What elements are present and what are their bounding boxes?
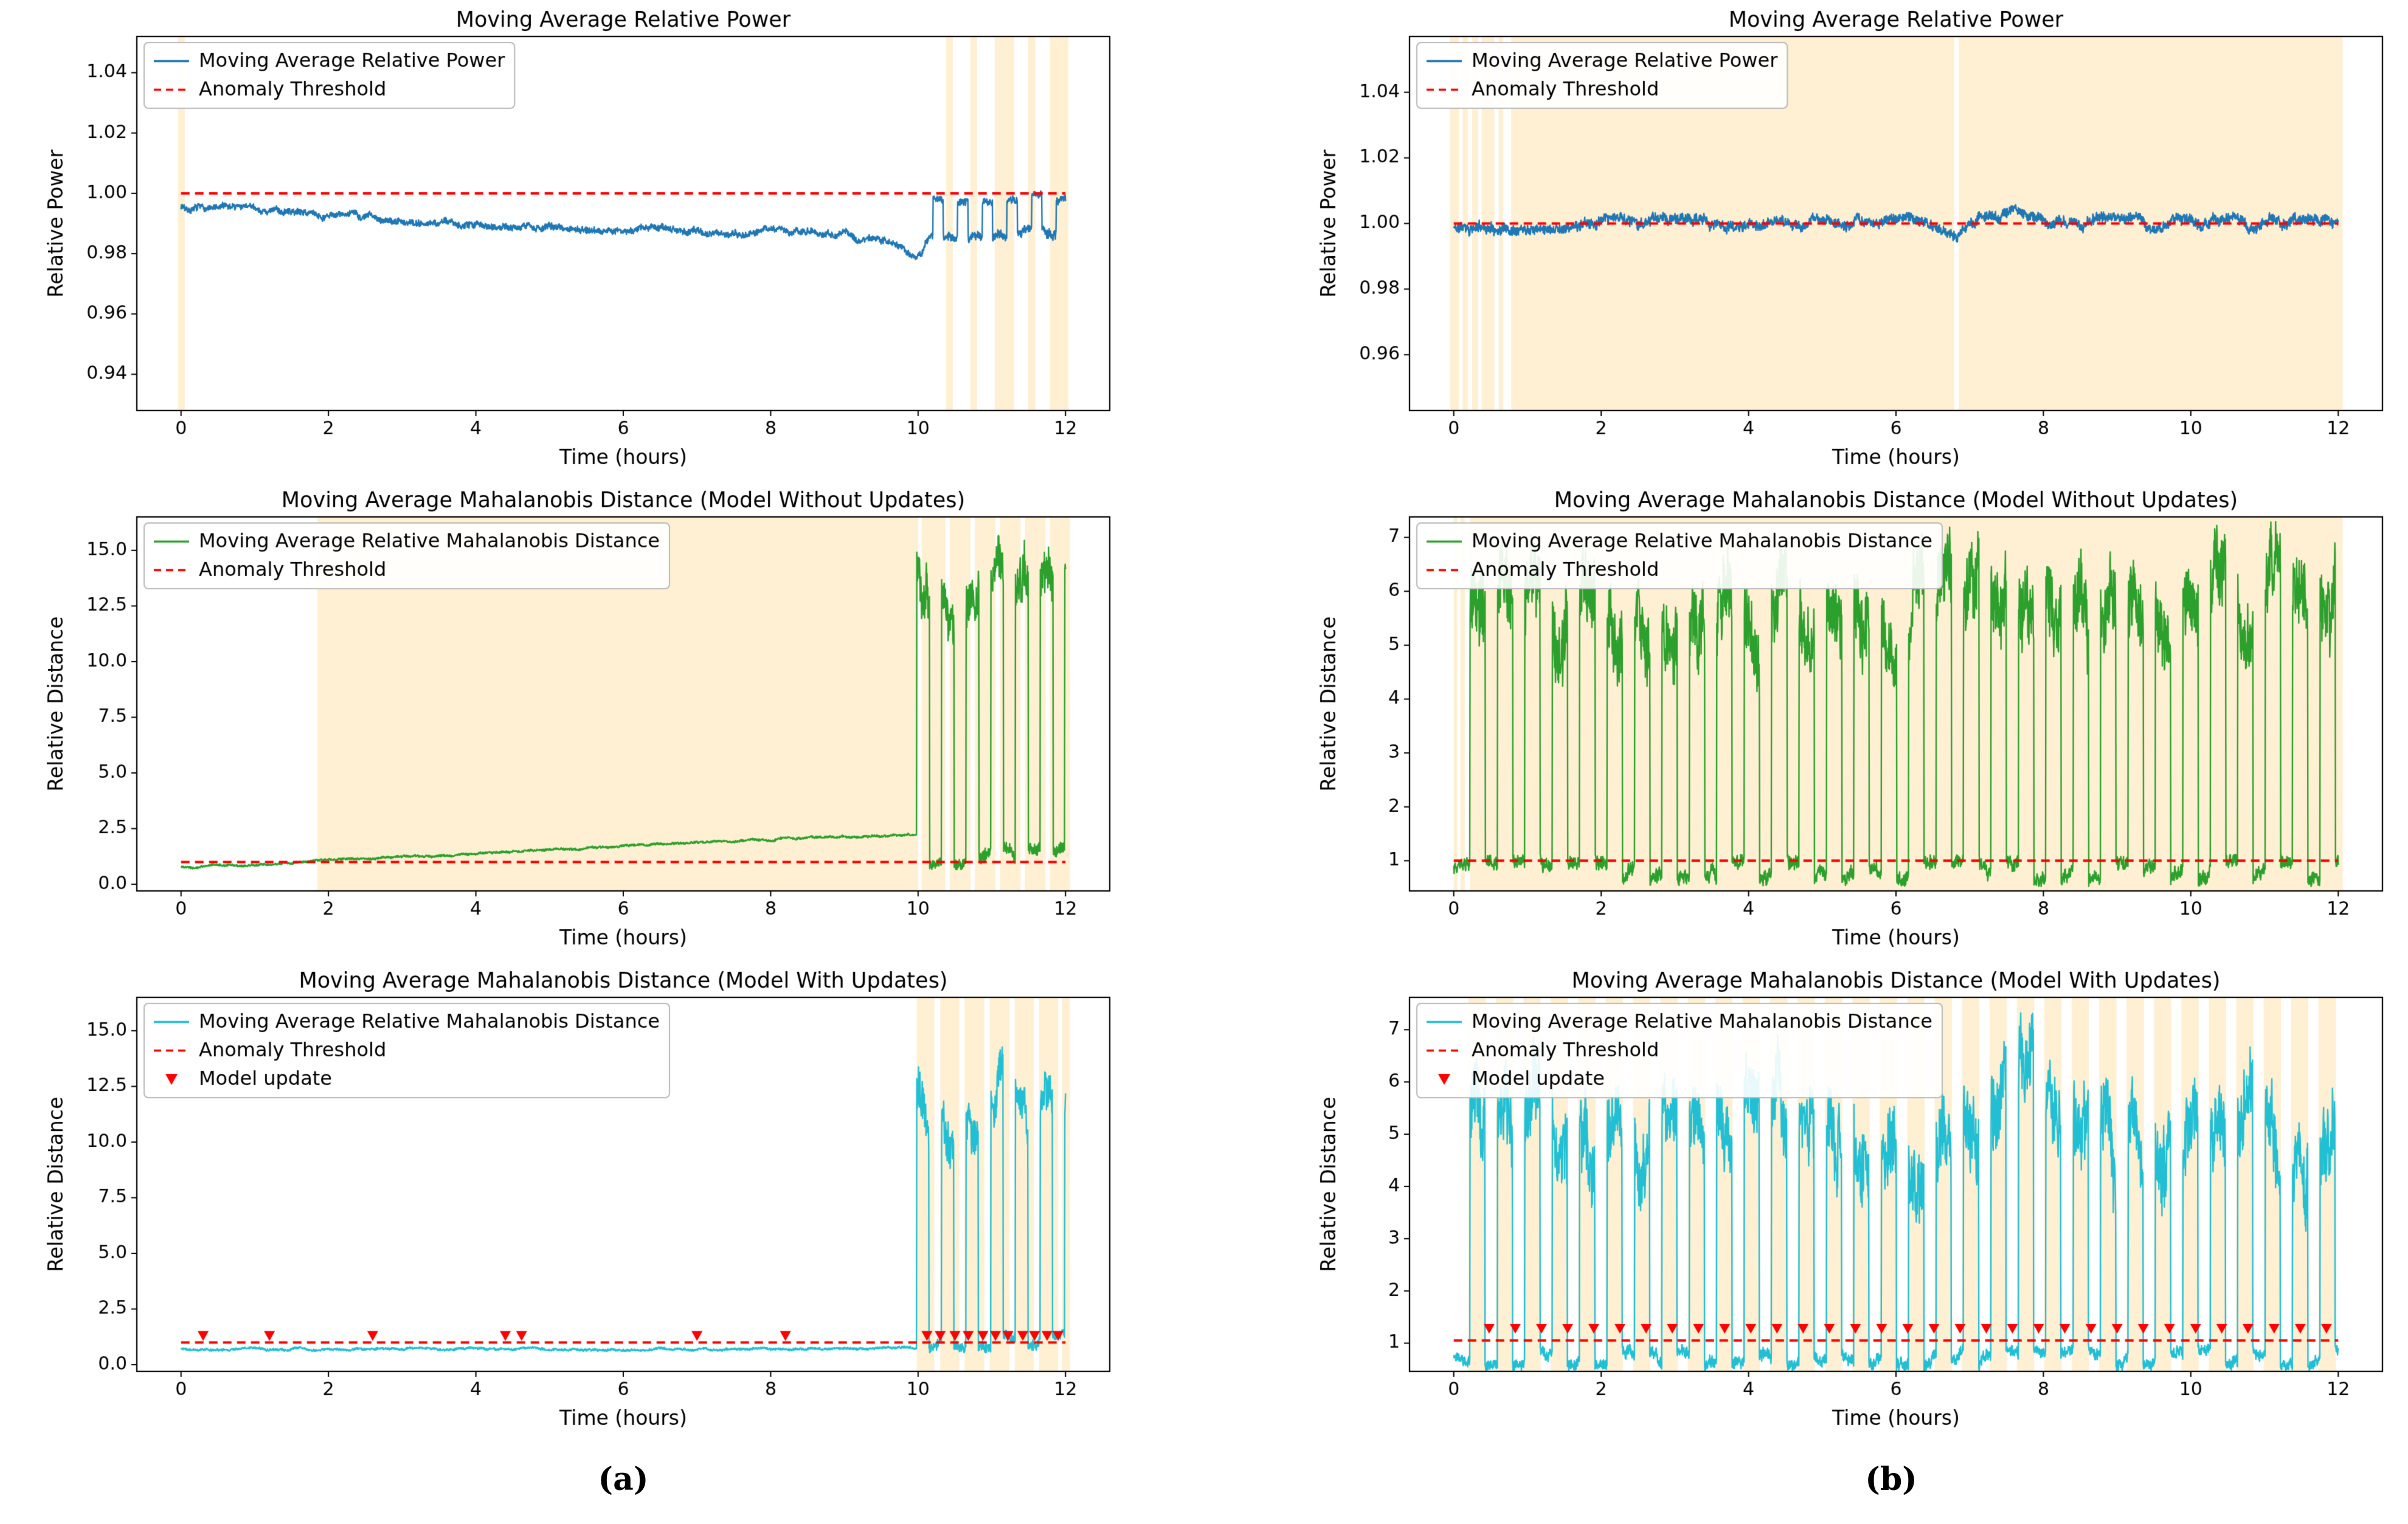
subplot-a-mahalanobis-no-updates	[0, 480, 1204, 961]
subplot-a-relative-power	[0, 0, 1204, 480]
subplot-b-mahalanobis-with-updates	[1204, 961, 2408, 1441]
caption-a: (a)	[598, 1461, 649, 1498]
caption-b: (b)	[1865, 1461, 1917, 1498]
subplot-b-mahalanobis-no-updates	[1204, 480, 2408, 961]
subplot-a-mahalanobis-with-updates	[0, 961, 1204, 1441]
subplot-b-relative-power	[1204, 0, 2408, 480]
